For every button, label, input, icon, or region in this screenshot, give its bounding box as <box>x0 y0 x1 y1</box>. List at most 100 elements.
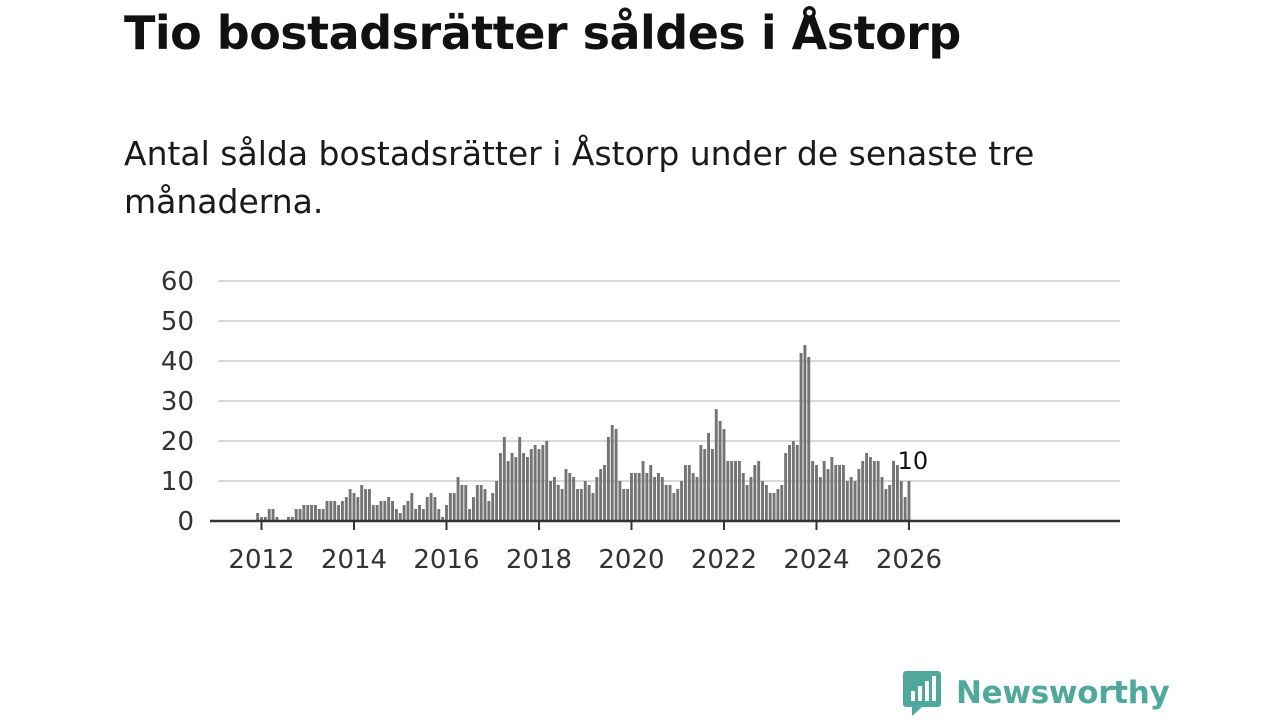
annotations: 10 <box>898 447 929 475</box>
bar <box>418 505 421 521</box>
bar <box>456 477 460 521</box>
bar <box>294 509 298 521</box>
bar <box>842 465 845 521</box>
bar <box>737 461 741 521</box>
bar <box>537 449 541 521</box>
bar <box>483 489 487 521</box>
bar <box>337 505 341 521</box>
bar <box>352 493 356 521</box>
bar <box>525 457 529 521</box>
bar <box>348 489 352 521</box>
bar <box>556 485 560 521</box>
bar <box>683 465 687 521</box>
bar <box>691 473 695 521</box>
bar <box>472 497 475 521</box>
bar <box>857 469 861 521</box>
y-tick-label: 40 <box>161 347 194 377</box>
bar <box>788 445 791 521</box>
bar <box>714 409 718 521</box>
bar <box>680 481 684 521</box>
bar <box>583 481 587 521</box>
bar <box>487 501 491 521</box>
bar <box>868 457 872 521</box>
bar <box>402 505 406 521</box>
bar <box>568 473 572 521</box>
bar <box>630 473 633 521</box>
bar <box>429 493 433 521</box>
bar <box>641 461 645 521</box>
bar <box>522 453 526 521</box>
bar <box>664 485 668 521</box>
bar <box>448 493 452 521</box>
bar <box>795 445 799 521</box>
bar <box>306 505 310 521</box>
bar <box>468 509 472 521</box>
bar <box>780 485 784 521</box>
bar <box>529 449 533 521</box>
bar <box>741 473 745 521</box>
chart-subtitle: Antal sålda bostadsrätter i Åstorp under… <box>124 134 1035 221</box>
bar <box>799 353 803 521</box>
bar <box>495 481 499 521</box>
y-tick-label: 50 <box>161 307 194 337</box>
bar <box>499 453 502 521</box>
bar <box>364 489 368 521</box>
bar <box>826 469 830 521</box>
bar <box>310 505 314 521</box>
bar <box>406 501 410 521</box>
x-tick-label: 2024 <box>783 545 849 575</box>
bar <box>410 493 414 521</box>
bar <box>502 437 506 521</box>
bar <box>549 481 552 521</box>
bar <box>321 509 325 521</box>
bar <box>761 481 764 521</box>
y-tick-label: 10 <box>161 467 194 497</box>
bar <box>853 481 857 521</box>
bar <box>830 457 834 521</box>
bar <box>452 493 456 521</box>
bar <box>325 501 329 521</box>
bar <box>379 501 383 521</box>
bar <box>745 485 749 521</box>
bar <box>907 481 911 521</box>
bar <box>718 421 722 521</box>
bar <box>815 465 818 521</box>
x-tick-label: 2012 <box>228 545 294 575</box>
bar <box>256 513 260 521</box>
bar <box>445 505 448 521</box>
bar <box>275 517 279 521</box>
bar-series <box>256 345 911 521</box>
brand-name: Newsworthy <box>956 675 1170 711</box>
bar <box>383 501 387 521</box>
bar <box>668 485 672 521</box>
bar <box>772 493 776 521</box>
bar <box>637 473 641 521</box>
x-axis: 2012 2014 2016 2018 2020 2022 2024 2026 <box>210 519 1120 575</box>
highlight-value-label: 10 <box>898 447 929 475</box>
bar <box>807 357 811 521</box>
bar <box>375 505 379 521</box>
bar <box>710 449 714 521</box>
bar <box>618 481 622 521</box>
bar <box>660 477 664 521</box>
bar <box>387 497 391 521</box>
bar <box>433 497 437 521</box>
x-tick-label: 2020 <box>598 545 664 575</box>
bar <box>425 497 429 521</box>
bar <box>834 465 838 521</box>
bar <box>888 485 892 521</box>
bar <box>811 461 815 521</box>
bar <box>734 461 737 521</box>
bar <box>730 461 734 521</box>
bar <box>421 509 425 521</box>
bar <box>722 429 726 521</box>
bar <box>672 493 676 521</box>
bar <box>845 481 849 521</box>
bar <box>267 509 271 521</box>
x-tick-label: 2018 <box>506 545 572 575</box>
bar <box>622 489 626 521</box>
bar <box>822 461 826 521</box>
y-tick-label: 20 <box>161 427 194 457</box>
bar <box>599 469 603 521</box>
bar <box>872 461 876 521</box>
